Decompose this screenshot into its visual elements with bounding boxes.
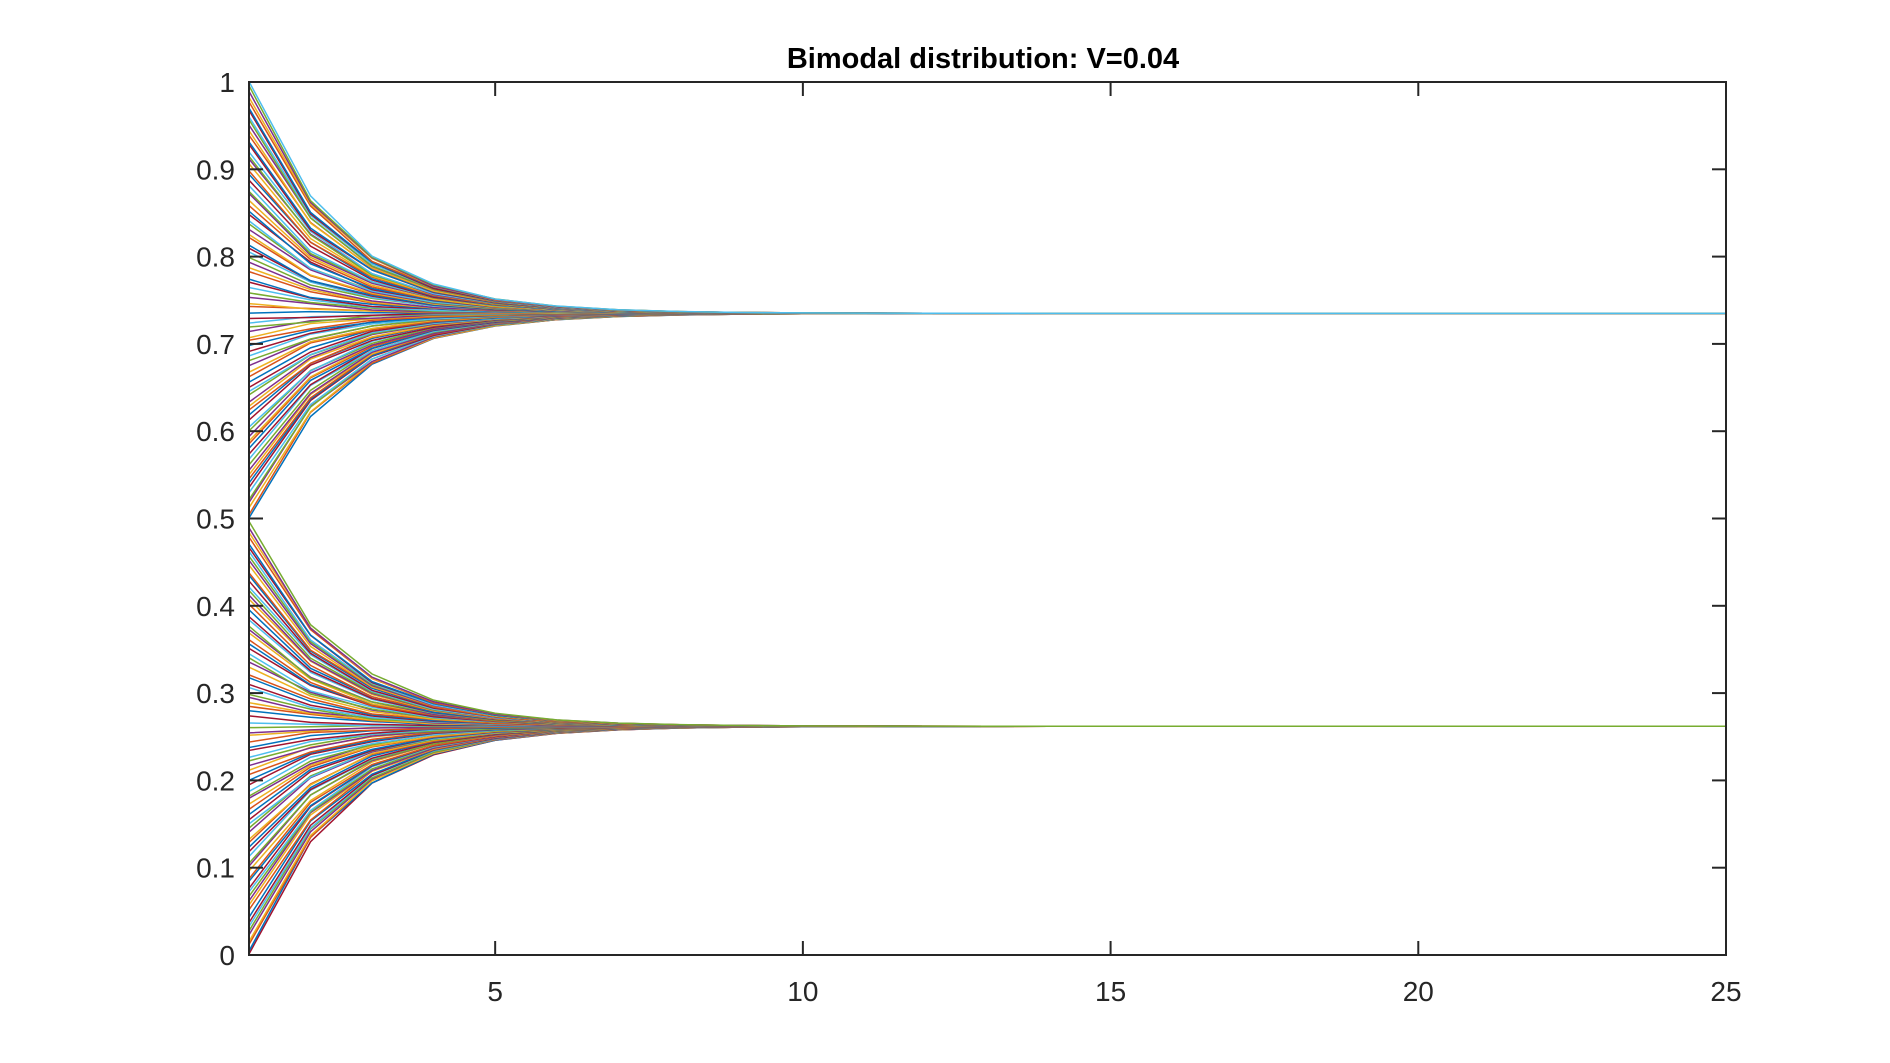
x-tick-label: 10 bbox=[787, 976, 818, 1007]
x-tick-label: 15 bbox=[1095, 976, 1126, 1007]
axes: 5 10 15 20 25 0 0.1 0.2 0.3 0.4 0.5 0.6 0.7 0.8 0.9 1 bbox=[196, 67, 1742, 1007]
x-tick-label: 5 bbox=[487, 976, 503, 1007]
x-tick-label: 20 bbox=[1403, 976, 1434, 1007]
y-tick-label: 0.2 bbox=[196, 765, 235, 796]
y-tick-label: 0.4 bbox=[196, 591, 235, 622]
y-tick-label: 0.3 bbox=[196, 678, 235, 709]
y-tick-label: 0 bbox=[219, 940, 235, 971]
y-tick-label: 1 bbox=[219, 67, 235, 98]
y-tick-label: 0.5 bbox=[196, 504, 235, 535]
series-line-1-90 bbox=[248, 81, 1726, 315]
series-line-2-90 bbox=[248, 520, 1726, 728]
y-tick-label: 0.9 bbox=[196, 154, 235, 185]
y-tick-label: 0.1 bbox=[196, 853, 235, 884]
x-tick-label: 25 bbox=[1710, 976, 1741, 1007]
y-tick-label: 0.7 bbox=[196, 329, 235, 360]
plot-area bbox=[248, 81, 1726, 955]
y-tick-label: 0.8 bbox=[196, 242, 235, 273]
y-tick-label: 0.6 bbox=[196, 416, 235, 447]
chart-title: Bimodal distribution: V=0.04 bbox=[787, 43, 1179, 75]
